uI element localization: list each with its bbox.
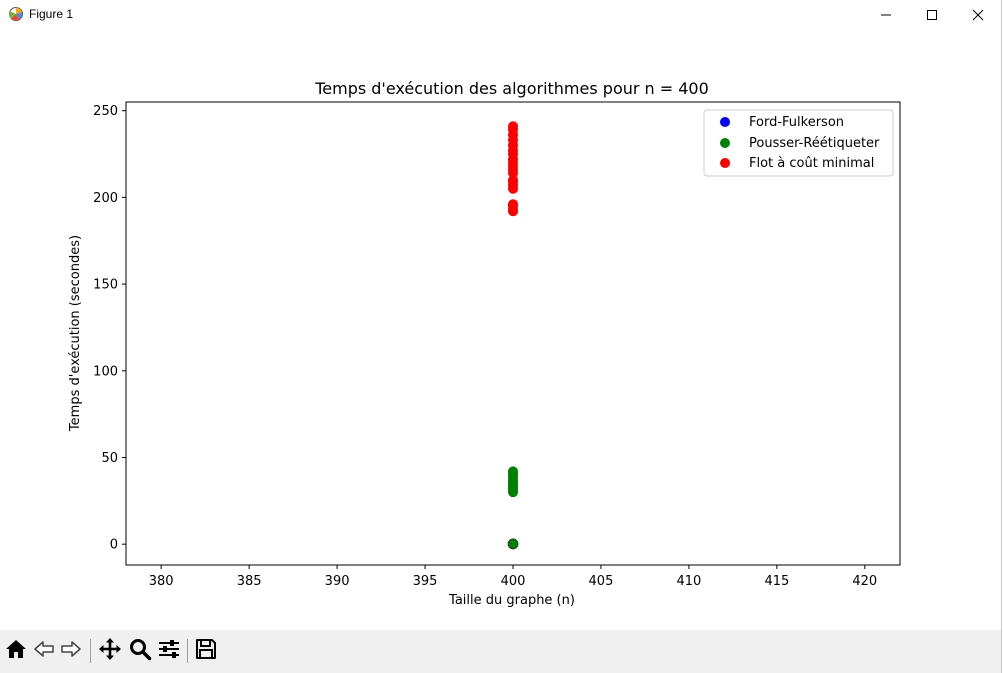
y-tick-label: 250 bbox=[93, 104, 118, 119]
save-button[interactable] bbox=[193, 638, 219, 664]
x-tick-label: 420 bbox=[852, 574, 877, 589]
configure-subplots-button[interactable] bbox=[156, 638, 182, 664]
legend-label-flot-cout-minimal: Flot à coût minimal bbox=[749, 156, 874, 171]
x-tick-label: 400 bbox=[501, 574, 526, 589]
matplotlib-icon bbox=[8, 6, 24, 22]
legend-label-ford-fulkerson: Ford-Fulkerson bbox=[749, 115, 844, 130]
data-point-flot-a-cout-minimal bbox=[508, 175, 518, 186]
zoom-button[interactable] bbox=[127, 638, 153, 664]
toolbar-separator bbox=[90, 639, 91, 663]
floppy-disk-icon bbox=[194, 637, 218, 665]
window-title: Figure 1 bbox=[29, 7, 74, 21]
y-tick-label: 100 bbox=[93, 364, 118, 379]
plot-frame bbox=[125, 101, 901, 566]
title-bar[interactable]: Figure 1 bbox=[0, 0, 1001, 30]
back-button[interactable] bbox=[31, 638, 57, 664]
minimize-icon bbox=[880, 6, 892, 25]
magnifier-icon bbox=[128, 637, 152, 665]
pan-button[interactable] bbox=[97, 638, 123, 664]
maximize-icon bbox=[926, 6, 938, 25]
close-button[interactable] bbox=[955, 0, 1001, 30]
toolbar-separator bbox=[187, 639, 188, 663]
data-point-pousser-reetiqueter bbox=[508, 538, 518, 549]
x-tick-label: 410 bbox=[676, 574, 701, 589]
y-tick-label: 50 bbox=[101, 451, 118, 466]
legend-marker-ford-fulkerson bbox=[720, 117, 730, 127]
data-point-flot-a-cout-minimal bbox=[508, 199, 518, 210]
legend-frame bbox=[703, 109, 894, 177]
minimize-button[interactable] bbox=[863, 0, 909, 30]
close-icon bbox=[972, 6, 984, 25]
data-point-pousser-reetiqueter bbox=[508, 466, 518, 477]
x-tick-label: 405 bbox=[589, 574, 614, 589]
home-button[interactable] bbox=[3, 638, 29, 664]
axis-ticks: 380 385 390 395 400 405 410 415 420 0 50 100 150 200 2… bbox=[93, 104, 877, 589]
legend: Ford-Fulkerson Pousser-Réétiqueter Flot … bbox=[703, 109, 894, 177]
x-tick-label: 390 bbox=[325, 574, 350, 589]
data-point-flot-a-cout-minimal bbox=[508, 121, 518, 132]
y-tick-label: 150 bbox=[93, 278, 118, 293]
figure-canvas[interactable]: Temps d'exécution des algorithmes pour n… bbox=[0, 30, 1001, 630]
legend-marker-pousser-reetiqueter bbox=[720, 138, 730, 148]
x-tick-label: 385 bbox=[237, 574, 262, 589]
forward-button[interactable] bbox=[58, 638, 84, 664]
data-points bbox=[507, 121, 519, 550]
chart-title: Temps d'exécution des algorithmes pour n… bbox=[314, 79, 709, 98]
x-axis-label: Taille du graphe (n) bbox=[448, 593, 575, 608]
navigation-toolbar bbox=[0, 630, 1001, 673]
x-tick-label: 395 bbox=[413, 574, 438, 589]
x-tick-label: 415 bbox=[764, 574, 789, 589]
forward-arrow-icon bbox=[59, 637, 83, 665]
sliders-icon bbox=[157, 637, 181, 665]
maximize-button[interactable] bbox=[909, 0, 955, 30]
legend-marker-flot-cout-minimal bbox=[720, 158, 730, 168]
x-tick-label: 380 bbox=[149, 574, 174, 589]
y-tick-label: 200 bbox=[93, 191, 118, 206]
legend-label-pousser-reetiqueter: Pousser-Réétiqueter bbox=[749, 136, 880, 151]
y-tick-label: 0 bbox=[110, 538, 118, 553]
back-arrow-icon bbox=[32, 637, 56, 665]
home-icon bbox=[4, 637, 28, 665]
y-axis-label: Temps d'exécution (secondes) bbox=[68, 235, 83, 432]
move-icon bbox=[98, 637, 122, 665]
data-point-overlap-outline bbox=[507, 538, 519, 550]
scatter-chart: Temps d'exécution des algorithmes pour n… bbox=[68, 79, 901, 608]
